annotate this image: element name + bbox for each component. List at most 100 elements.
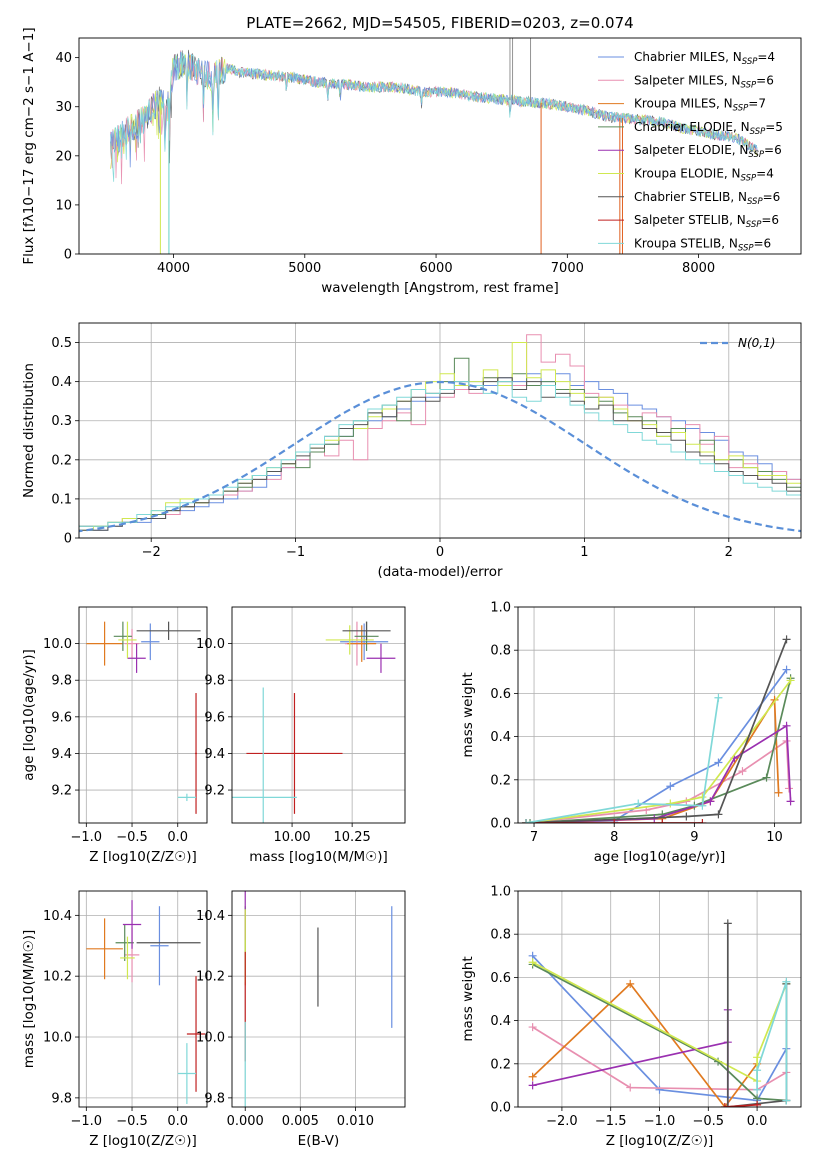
legend-label: Chabrier STELIB, NSSP=6 [634,190,780,207]
data-point [723,1103,732,1107]
y-tick-label: 10.0 [43,1031,72,1046]
x-tick-label: 0.010 [337,1114,374,1129]
x-tick-label: 0.0 [167,830,188,845]
y-tick-label: 0.6 [490,687,511,702]
y-tick-label: 9.8 [204,1091,225,1106]
data-point [714,810,723,819]
y-tick-label: 0.6 [490,971,511,986]
data-point [528,1023,537,1032]
spectrum-line [110,52,758,182]
x-tick-label: 6000 [420,261,453,276]
series-line [532,982,758,1107]
legend-subscript: SSP [748,150,764,160]
axes-frame [78,890,208,1108]
panels: 4000 5000 6000 7000 8000010203040wavelength … [21,27,802,1149]
panel-spectrum: 4000 5000 6000 7000 8000 0 10 20 30 40 wavelength … [21,27,802,296]
data-point [738,767,747,776]
data-point [698,793,707,802]
x-tick-label: 8 [610,830,618,845]
axes-frame [78,322,802,539]
legend-label: Kroupa STELIB, NSSP=6 [634,236,771,253]
legend-label: Kroupa MILES, NSSP=7 [634,97,766,114]
axes-frame [231,890,406,1108]
y-tick-label: 9.4 [204,747,225,762]
y-tick-label: 9.8 [204,674,225,689]
y-tick-label: 40 [55,51,72,66]
panel-age-vs-mass: 10.00 10.25 9.2 9.4 9.6 9.8 10.0 mass [log10(M/… [196,606,406,865]
legend-count: =7 [748,97,766,111]
data-point [526,819,535,823]
data-point [762,773,771,782]
legend-text: Salpeter MILES, N [634,73,741,87]
plot-area [110,38,758,254]
data-point [528,1081,537,1090]
y-tick-label: 0.4 [51,375,72,390]
series-line [525,669,788,823]
x-axis-label: wavelength [Angstrom, rest frame] [321,280,559,296]
y-tick-label: 0 [64,532,72,547]
x-tick-label: −1 [286,545,305,560]
legend-subscript: SSP [741,80,757,90]
data-point [774,788,783,797]
panel-mass-weight-vs-Z: −2.0 −1.5 −1.0 −0.5 0.0 0.0 0.2 0.4 0.6 0.8 1.0 Z [… [460,885,802,1149]
series-line [525,697,720,823]
y-tick-label: 0.0 [490,1101,511,1116]
x-axis-label: (data-model)/error [377,564,503,580]
x-axis-label: mass [log10(M/M☉)] [249,849,388,865]
y-tick-label: 0.4 [490,730,511,745]
plot-area [79,334,801,538]
data-point [528,958,537,967]
legend-label: Chabrier MILES, NSSP=4 [634,50,775,67]
x-axis-label: Z [log10(Z/Z☉)] [89,1133,197,1149]
x-tick-label: 10 [766,830,783,845]
legend-text: Kroupa STELIB, N [634,236,738,250]
legend-subscript: SSP [738,243,754,253]
legend-label: Chabrier ELODIE, NSSP=5 [634,120,783,137]
data-point [786,676,795,685]
legend-subscript: SSP [750,127,766,137]
y-tick-label: 0.4 [490,1014,511,1029]
legend-subscript: SSP [741,174,757,184]
legend-text: Chabrier STELIB, N [634,190,747,204]
y-tick-label: 0.1 [51,492,72,507]
axes-frame [78,606,208,824]
legend-text: Kroupa MILES, N [634,97,733,111]
x-tick-label: 10.00 [273,830,310,845]
data-point [698,819,707,823]
legend-subscript: SSP [733,104,749,114]
y-tick-label: 0.2 [51,453,72,468]
y-axis-label: mass [log10(M/M☉)] [21,930,37,1069]
data-point [634,799,643,808]
legend-label: N(0,1) [738,336,775,350]
x-tick-label: 0.0 [167,1114,188,1129]
x-tick-label: −0.5 [693,1114,725,1129]
y-tick-label: 0.5 [51,336,72,351]
data-point [658,819,667,823]
x-tick-label: −0.5 [116,830,148,845]
data-point [714,758,723,767]
y-tick-label: 9.8 [51,674,72,689]
y-tick-label: 10.4 [43,909,72,924]
series-line [525,639,788,823]
data-point [720,1103,729,1107]
legend-count: =6 [754,236,772,250]
data-point [782,1096,791,1105]
x-tick-label: 0 [436,545,444,560]
x-tick-label: 0.000 [227,1114,264,1129]
y-tick-label: 1.0 [490,885,511,900]
x-tick-label: −1.0 [71,1114,103,1129]
y-tick-label: 10.0 [43,637,72,652]
x-tick-label: 10.25 [334,830,371,845]
x-tick-label: 7 [530,830,538,845]
panel-mass-weight-vs-age: 7 8 9 10 0.0 0.2 0.4 0.6 0.8 1.0 age [log10(age/yr… [460,601,802,865]
series-line [531,955,788,1102]
legend-label: Salpeter STELIB, NSSP=6 [634,213,779,230]
series-line [525,724,792,823]
x-axis-label: E(B-V) [298,1133,340,1149]
panel-mass-vs-Z: −1.0 −0.5 0.0 9.8 10.0 10.2 10.4 Z [log10(Z/Z☉)… [21,890,208,1149]
legend-text: Chabrier ELODIE, N [634,120,750,134]
legend-text: Kroupa ELODIE, N [634,167,741,181]
axes-frame [78,37,802,255]
x-tick-label: 0.0 [747,1114,768,1129]
data-point [666,799,675,808]
